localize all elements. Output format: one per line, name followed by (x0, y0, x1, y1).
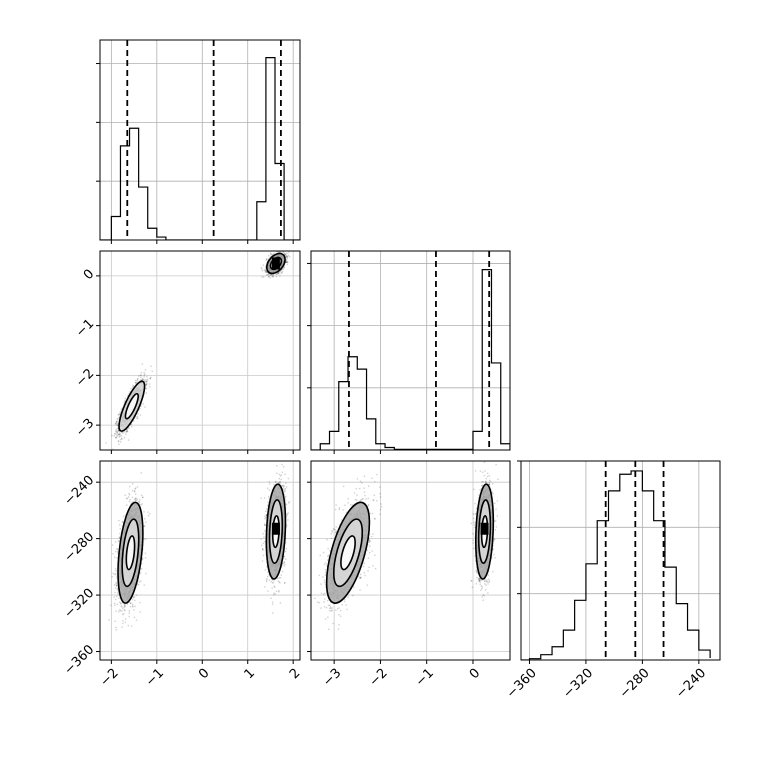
y-tick-label: −280 (61, 529, 97, 565)
x-tick-label: 0 (196, 666, 212, 682)
x-tick-label: 0 (467, 666, 483, 682)
x-tick-label: −1 (143, 666, 167, 690)
histogram-panel-2 (311, 251, 510, 450)
density-peak (480, 522, 489, 535)
y-tick-label: −2 (73, 366, 97, 390)
density-peak (271, 522, 280, 535)
scatter-panel-3 (311, 461, 510, 660)
density-peak (271, 257, 280, 270)
scatter-panel-1 (100, 251, 300, 450)
x-tick-label: −2 (98, 666, 122, 690)
y-tick-label: −360 (61, 642, 97, 678)
histogram-step-line (311, 269, 510, 450)
y-tick-label: −240 (61, 473, 97, 509)
y-tick-label: −1 (73, 316, 97, 340)
x-tick-label: 2 (287, 666, 303, 682)
histogram-frame-2 (310, 250, 511, 451)
x-tick-label: −3 (320, 666, 344, 690)
y-tick-label: 0 (81, 267, 97, 283)
scatter-frame-1 (99, 250, 301, 451)
x-tick-label: −360 (504, 666, 540, 702)
scatter-frame-3 (310, 460, 511, 661)
density-contour (124, 392, 139, 420)
scatter-panel-2 (100, 461, 300, 660)
scatter-frame-2 (99, 460, 301, 661)
histogram-panel-1 (100, 40, 300, 240)
y-tick-label: −3 (73, 416, 97, 440)
histogram-step-line (100, 57, 300, 240)
x-tick-label: −320 (560, 666, 596, 702)
x-tick-label: 1 (242, 666, 258, 682)
density-contour (340, 535, 356, 571)
x-tick-label: −2 (367, 666, 391, 690)
x-tick-label: −240 (673, 666, 709, 702)
histogram-panel-3 (521, 461, 720, 660)
y-tick-label: −320 (61, 586, 97, 622)
x-tick-label: −280 (617, 666, 653, 702)
histogram-frame-3 (520, 460, 721, 661)
x-tick-label: −1 (413, 666, 437, 690)
histogram-step-line (521, 470, 711, 660)
histogram-frame-1 (99, 39, 301, 241)
density-contour (125, 535, 136, 571)
